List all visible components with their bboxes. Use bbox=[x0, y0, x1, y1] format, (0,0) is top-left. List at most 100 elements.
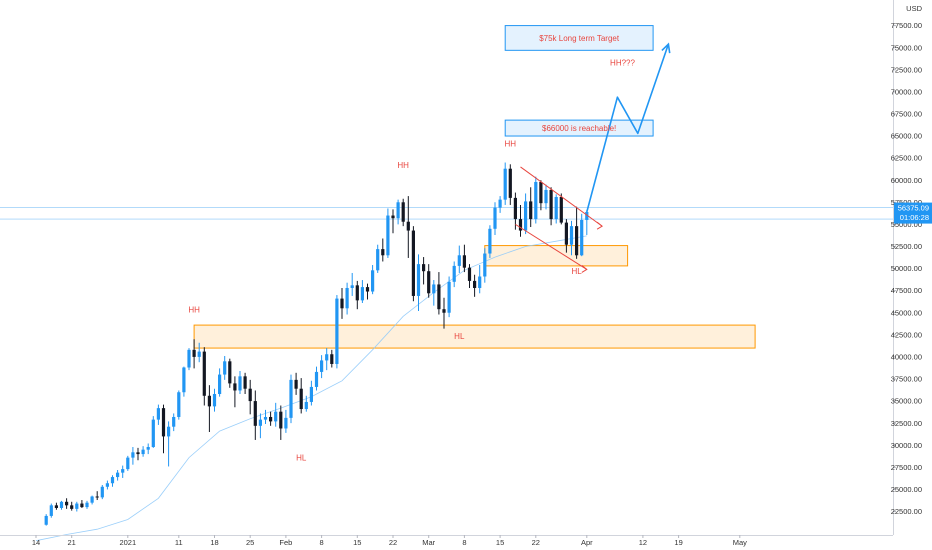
candle-body bbox=[126, 457, 130, 470]
candle bbox=[70, 501, 74, 511]
swing-annotation: HH??? bbox=[610, 58, 635, 67]
candle bbox=[381, 238, 385, 262]
time-axis-label: Apr bbox=[581, 538, 593, 547]
candle bbox=[95, 491, 99, 501]
candle-body bbox=[304, 401, 308, 410]
candle bbox=[503, 162, 507, 205]
candle bbox=[447, 276, 451, 318]
candle bbox=[585, 210, 589, 235]
candle bbox=[131, 447, 135, 465]
candles-layer bbox=[44, 162, 589, 526]
candle-body bbox=[585, 212, 589, 220]
candle bbox=[539, 180, 543, 211]
candle bbox=[304, 395, 308, 412]
candle bbox=[529, 187, 533, 228]
candle-body bbox=[539, 181, 543, 204]
price-axis[interactable]: USD 22500.00 25000.00 27500.00 30000.00 3250… bbox=[891, 0, 923, 535]
candle bbox=[253, 390, 257, 440]
time-axis[interactable]: 14 21 2021 11 18 25 Feb 8 15 22 Mar 8 15 22 Apr 12 19 May bbox=[0, 535, 893, 547]
candle bbox=[182, 366, 186, 397]
candle bbox=[452, 261, 456, 288]
candle-body bbox=[340, 298, 344, 309]
candle-body bbox=[116, 472, 120, 478]
candle bbox=[386, 208, 390, 258]
current-price-tag bbox=[894, 202, 932, 224]
candle-body bbox=[391, 215, 395, 219]
candle-body bbox=[54, 505, 58, 508]
candle bbox=[279, 405, 283, 440]
candle bbox=[233, 376, 237, 408]
candle bbox=[141, 446, 145, 457]
candle-body bbox=[110, 477, 115, 484]
candle-body bbox=[386, 215, 390, 256]
price-axis-label: 62500.00 bbox=[891, 154, 922, 163]
candle-body bbox=[223, 361, 227, 375]
price-axis-label: 57500.00 bbox=[891, 198, 922, 207]
candle bbox=[269, 411, 273, 426]
candle-body bbox=[559, 196, 563, 223]
candle-body bbox=[233, 383, 237, 391]
candle bbox=[569, 220, 574, 256]
candle bbox=[75, 501, 79, 512]
price-lines-layer bbox=[0, 207, 893, 220]
candle-body bbox=[279, 411, 283, 429]
time-axis-label: Mar bbox=[422, 538, 435, 547]
support-zone bbox=[484, 245, 629, 267]
candle-body bbox=[187, 349, 191, 368]
price-axis-label: 55000.00 bbox=[891, 220, 922, 229]
candle-body bbox=[161, 408, 166, 437]
time-axis-label: 15 bbox=[353, 538, 361, 547]
candle-body bbox=[345, 287, 349, 309]
candle bbox=[85, 500, 89, 509]
candle bbox=[355, 280, 359, 310]
price-axis-label: 70000.00 bbox=[891, 87, 922, 96]
time-axis-label: 14 bbox=[32, 538, 40, 547]
price-axis-label: 37500.00 bbox=[891, 375, 922, 384]
candle-body bbox=[483, 253, 487, 277]
candle-body bbox=[314, 371, 319, 387]
candle-body bbox=[299, 388, 303, 410]
candle-body bbox=[274, 411, 278, 422]
candle bbox=[345, 282, 349, 315]
candle-body bbox=[44, 515, 48, 525]
candle bbox=[65, 498, 69, 509]
candle-body bbox=[284, 417, 288, 429]
candle bbox=[156, 404, 160, 425]
price-axis-label: 45000.00 bbox=[891, 308, 922, 317]
candle bbox=[243, 372, 247, 395]
candle bbox=[580, 213, 584, 257]
candle-body bbox=[141, 449, 145, 455]
candle bbox=[575, 206, 579, 259]
time-axis-label: 8 bbox=[462, 538, 466, 547]
candle-body bbox=[167, 426, 171, 437]
candle bbox=[126, 455, 130, 471]
candle bbox=[320, 355, 324, 379]
candle bbox=[371, 265, 375, 295]
candle-body bbox=[554, 196, 558, 220]
candle bbox=[518, 204, 523, 237]
candle bbox=[54, 502, 58, 510]
price-axis-label: 42500.00 bbox=[891, 330, 922, 339]
candle-body bbox=[156, 408, 160, 420]
candle bbox=[197, 342, 201, 363]
target-box-label: $75k Long term Target bbox=[539, 34, 620, 43]
candle bbox=[335, 295, 339, 369]
price-axis-label: 22500.00 bbox=[891, 507, 922, 516]
time-axis-label: 15 bbox=[496, 538, 504, 547]
swing-annotation: HL bbox=[571, 267, 582, 276]
candle-body bbox=[197, 351, 201, 357]
candle-body bbox=[248, 388, 252, 402]
target-box-label: $66000 is reachable! bbox=[542, 124, 616, 133]
candle-countdown: 01:06:28 bbox=[900, 213, 929, 222]
price-axis-currency: USD bbox=[906, 4, 922, 13]
candle bbox=[524, 193, 528, 235]
candle bbox=[90, 495, 94, 505]
channel-line bbox=[515, 223, 588, 270]
candle-body bbox=[80, 503, 84, 508]
candle bbox=[187, 348, 191, 371]
candle-body bbox=[544, 189, 548, 204]
candle-body bbox=[105, 483, 109, 487]
candle-body bbox=[524, 201, 528, 231]
candle-body bbox=[70, 505, 74, 509]
